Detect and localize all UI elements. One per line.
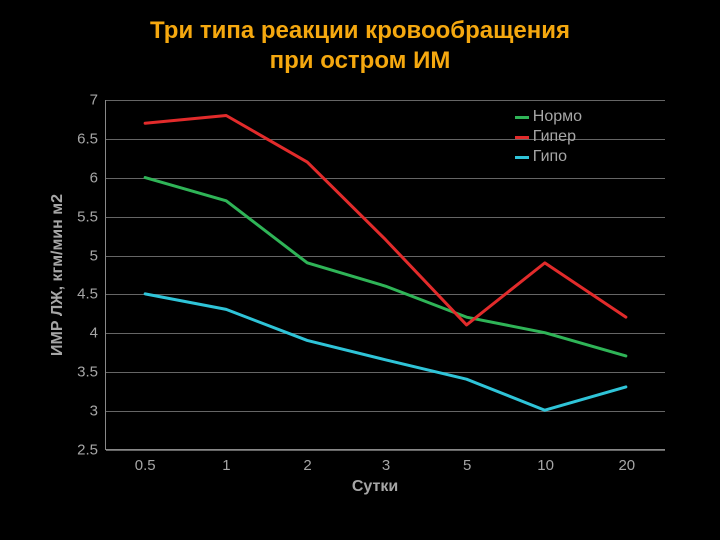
legend-label: Гипер: [533, 127, 576, 147]
y-tick-label: 4: [90, 325, 106, 342]
x-tick-label: 1: [222, 449, 230, 474]
y-tick-label: 3.5: [77, 364, 106, 381]
y-tick-label: 5: [90, 247, 106, 264]
title-line-1: Три типа реакции кровообращения: [150, 17, 570, 44]
y-tick-label: 4.5: [77, 286, 106, 303]
x-tick-label: 10: [537, 449, 554, 474]
legend-item: Гипо: [515, 147, 582, 167]
y-axis-label: ИМР ЛЖ, кгм/мин м2: [49, 194, 67, 356]
legend-item: Гипер: [515, 127, 582, 147]
plot-region: 2.533.544.555.566.570.512351020НормоГипе…: [105, 100, 665, 450]
chart-area: 2.5 3 3.5 4 4.5 5 5.5 6 6.5 7 0.5 1 2 3 5 10 20 НормоГипе…: [65, 92, 685, 490]
x-tick-label: 20: [618, 449, 635, 474]
legend: НормоГиперГипо: [515, 107, 582, 167]
x-tick-label: 2: [303, 449, 311, 474]
slide: Три типа реакции кровообращения при остр…: [0, 0, 720, 540]
title-line-2: при остром ИМ: [270, 47, 451, 74]
legend-swatch: [515, 116, 529, 119]
x-tick-label: 5: [463, 449, 471, 474]
y-tick-label: 3: [90, 403, 106, 420]
legend-swatch: [515, 136, 529, 139]
legend-swatch: [515, 156, 529, 159]
x-tick-label: 3: [382, 449, 390, 474]
y-tick-label: 2.5: [77, 442, 106, 459]
slide-title: Три типа реакции кровообращения при остр…: [0, 16, 720, 76]
legend-item: Нормо: [515, 107, 582, 127]
x-tick-label: 0.5: [135, 449, 156, 474]
y-tick-label: 6.5: [77, 130, 106, 147]
y-tick-label: 5.5: [77, 208, 106, 225]
legend-label: Гипо: [533, 147, 567, 167]
y-tick-label: 6: [90, 169, 106, 186]
series-line: [145, 294, 626, 410]
series-line: [145, 178, 626, 356]
y-tick-label: 7: [90, 92, 106, 109]
x-axis-label: Сутки: [352, 478, 398, 496]
legend-label: Нормо: [533, 107, 582, 127]
